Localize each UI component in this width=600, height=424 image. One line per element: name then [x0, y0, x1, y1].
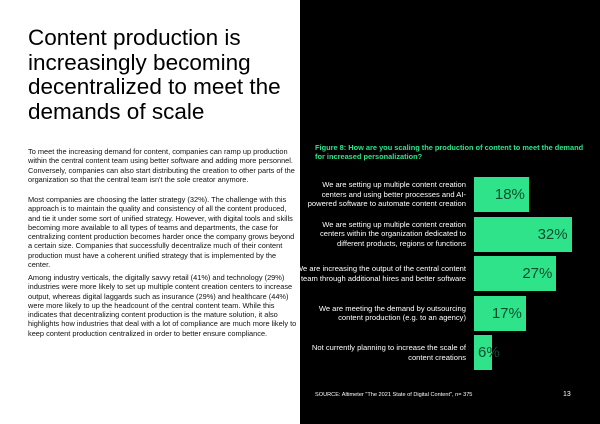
figure-caption: Figure 8: How are you scaling the produc… — [315, 143, 584, 162]
bar — [474, 295, 526, 331]
value-label: 27% — [522, 265, 553, 282]
dark-panel — [300, 0, 600, 424]
paragraph: Among industry verticals, the digitally … — [28, 273, 297, 338]
category-label: We are meeting the demand by outsourcing… — [318, 303, 466, 322]
bar — [474, 256, 557, 291]
value-label: 32% — [537, 225, 568, 243]
category-label: We are setting up multiple content creat… — [307, 180, 466, 209]
bar — [474, 177, 529, 212]
category-label: Not currently planning to increase the s… — [311, 343, 466, 362]
page-title: Content production is increasingly becom… — [28, 25, 281, 124]
category-label: We are increasing the output of the cent… — [296, 264, 466, 283]
value-label: 17% — [491, 304, 522, 322]
bar — [474, 335, 493, 370]
value-label: 18% — [494, 186, 525, 203]
source-note: SOURCE: Altimeter "The 2021 State of Dig… — [315, 392, 473, 398]
category-label: We are setting up multiple content creat… — [319, 219, 466, 248]
page-number: 13 — [563, 391, 571, 398]
paragraph: Most companies are choosing the latter s… — [28, 195, 295, 270]
paragraph: To meet the increasing demand for conten… — [28, 147, 295, 184]
value-label: 6% — [478, 344, 500, 361]
bar — [474, 216, 572, 252]
